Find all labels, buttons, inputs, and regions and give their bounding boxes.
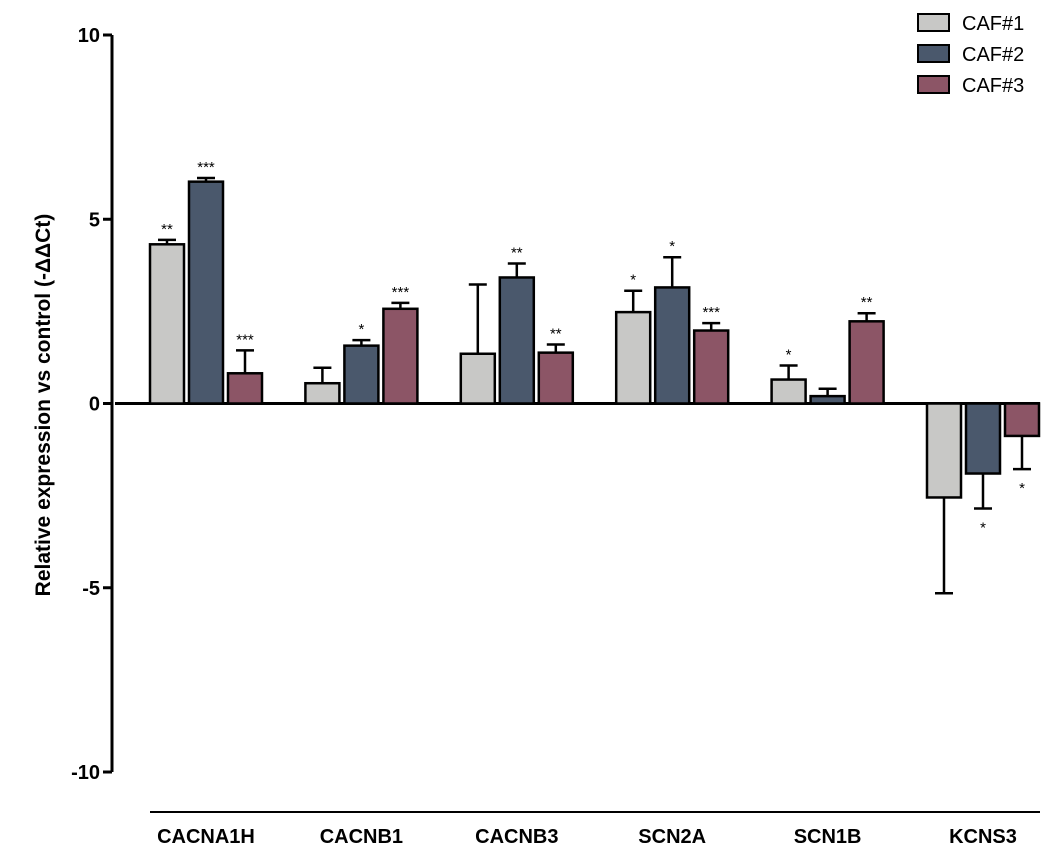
- category-label: CACNA1H: [157, 826, 255, 844]
- y-tick-label: -5: [82, 578, 100, 600]
- category-label: CACNB1: [320, 826, 403, 844]
- y-tick-label: 10: [78, 25, 100, 47]
- significance-label: ***: [392, 284, 410, 301]
- y-tick-label: 5: [89, 209, 100, 231]
- category-label: SCN2A: [638, 826, 706, 844]
- significance-label: ***: [236, 331, 254, 348]
- axes: 10 5 0 -5 -10 CACNA1H CACNB1 CACNB3 SCN2A SCN1B KC…: [71, 25, 1040, 844]
- bar: [226, 372, 264, 405]
- significance-label: *: [358, 321, 364, 338]
- bar: [304, 381, 341, 405]
- significance-label: **: [511, 244, 523, 261]
- significance-label: **: [550, 326, 562, 343]
- category-label: SCN1B: [794, 826, 862, 844]
- bar: [925, 402, 963, 499]
- category-label: CACNB3: [475, 826, 558, 844]
- significance-label: *: [1019, 480, 1025, 497]
- bar: [809, 394, 846, 405]
- bar: [692, 329, 730, 405]
- bar: [148, 243, 186, 405]
- bar: [537, 351, 575, 405]
- significance-label: **: [161, 221, 173, 238]
- significance-label: ***: [197, 159, 215, 176]
- bar: [1003, 402, 1041, 438]
- bar: [187, 180, 225, 405]
- legend-label: CAF#1: [962, 13, 1024, 35]
- bar: [498, 276, 536, 405]
- y-tick-label: 0: [89, 394, 100, 416]
- bar: [770, 378, 807, 405]
- significance-label: *: [786, 347, 792, 364]
- bar: [614, 310, 652, 405]
- significance-label: **: [861, 294, 873, 311]
- legend-label: CAF#2: [962, 44, 1024, 66]
- bars: **************************: [148, 159, 1041, 595]
- bar: [848, 320, 885, 405]
- significance-label: ***: [702, 304, 720, 321]
- y-tick-label: -10: [71, 762, 100, 784]
- legend-swatch: [917, 13, 950, 32]
- legend-label: CAF#3: [962, 75, 1024, 97]
- significance-label: *: [980, 520, 986, 537]
- significance-label: *: [630, 272, 636, 289]
- y-axis-label: Relative expression vs control (-ΔΔCt): [32, 214, 55, 597]
- category-label: KCNS3: [949, 826, 1017, 844]
- bar: [459, 352, 497, 405]
- legend-swatch: [917, 75, 950, 94]
- significance-label: *: [669, 238, 675, 255]
- bar: [382, 307, 419, 405]
- legend: CAF#1 CAF#2 CAF#3: [917, 13, 1024, 97]
- legend-swatch: [917, 44, 950, 63]
- bar: [343, 344, 380, 405]
- bar: [653, 286, 691, 405]
- bar: [964, 402, 1002, 475]
